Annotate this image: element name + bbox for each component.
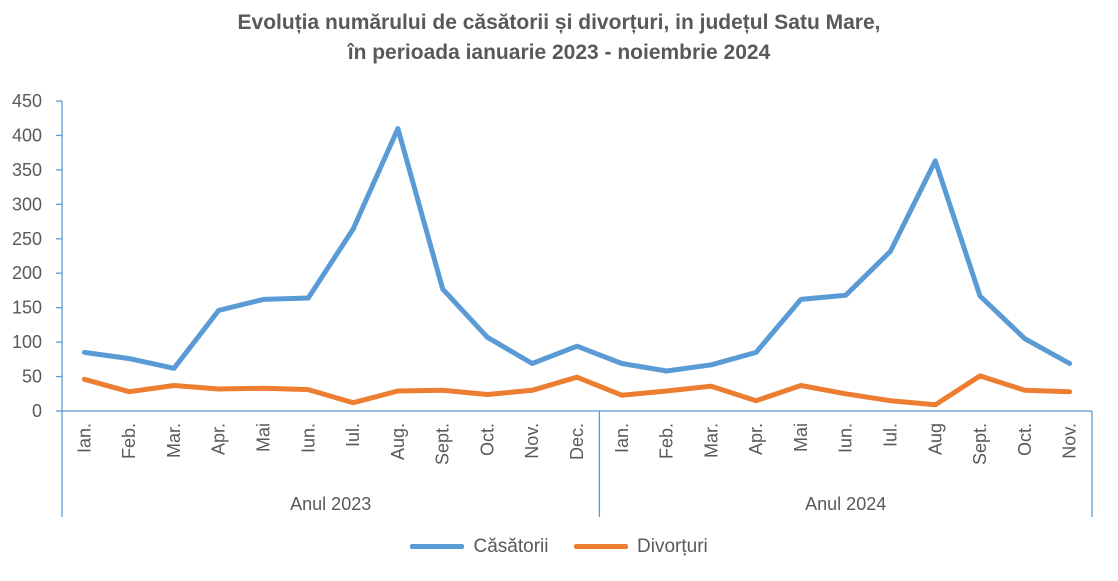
legend-label-casatorii: Căsătorii: [473, 536, 549, 557]
y-tick-label: 100: [12, 332, 42, 352]
y-tick-label: 250: [12, 229, 42, 249]
legend-label-divorturi: Divorțuri: [637, 536, 708, 557]
x-tick-label: Iul.: [343, 423, 363, 447]
y-tick-label: 150: [12, 298, 42, 318]
y-tick-label: 0: [32, 401, 42, 421]
y-tick-label: 450: [12, 91, 42, 111]
x-tick-label: Mar.: [701, 423, 721, 458]
x-tick-label: Mar.: [164, 423, 184, 458]
x-tick-label: Iun.: [836, 423, 856, 453]
x-tick-label: Apr.: [209, 423, 229, 455]
x-tick-label: Nov.: [1060, 423, 1080, 459]
x-tick-label: Iul.: [880, 423, 900, 447]
x-tick-label: Apr.: [746, 423, 766, 455]
x-tick-label: Aug: [925, 423, 945, 455]
series-line-divorturi: [81, 373, 1073, 408]
y-tick-label: 200: [12, 263, 42, 283]
group-label: Anul 2024: [805, 494, 886, 514]
legend-item-divorturi: Divorțuri: [573, 536, 708, 558]
x-tick-label: Ian.: [74, 423, 94, 453]
y-tick-label: 50: [22, 367, 42, 387]
x-tick-label: Sept.: [433, 423, 453, 465]
legend-swatch-casatorii: [410, 544, 465, 550]
chart-title: Evoluția numărului de căsătorii și divor…: [0, 8, 1118, 68]
legend-item-casatorii: Căsătorii: [410, 536, 548, 558]
y-tick-label: 300: [12, 194, 42, 214]
series-line-casatorii: [81, 126, 1073, 374]
chart-title-line-1: Evoluția numărului de căsătorii și divor…: [237, 11, 881, 34]
x-tick-label: Ian.: [612, 423, 632, 453]
legend: Căsătorii Divorțuri: [0, 536, 1118, 558]
legend-swatch-divorturi: [573, 544, 628, 550]
x-tick-label: Feb.: [657, 423, 677, 459]
x-tick-label: Aug.: [388, 423, 408, 460]
x-tick-label: Mai: [791, 423, 811, 452]
y-tick-label: 400: [12, 125, 42, 145]
x-tick-label: Sept.: [970, 423, 990, 465]
group-label: Anul 2023: [290, 494, 371, 514]
x-tick-label: Mai: [254, 423, 274, 452]
chart-title-line-2: în perioada ianuarie 2023 - noiembrie 20…: [347, 41, 771, 64]
x-tick-label: Dec.: [567, 423, 587, 460]
y-tick-label: 350: [12, 160, 42, 180]
x-tick-label: Feb.: [119, 423, 139, 459]
x-tick-label: Nov.: [522, 423, 542, 459]
x-tick-label: Oct.: [1015, 423, 1035, 456]
line-chart: 0 50 100 150 200 250 300 350 400 450 Ian. Feb. Mar. A…: [12, 91, 1093, 517]
x-tick-label: Oct.: [477, 423, 497, 456]
x-tick-label: Iun.: [298, 423, 318, 453]
